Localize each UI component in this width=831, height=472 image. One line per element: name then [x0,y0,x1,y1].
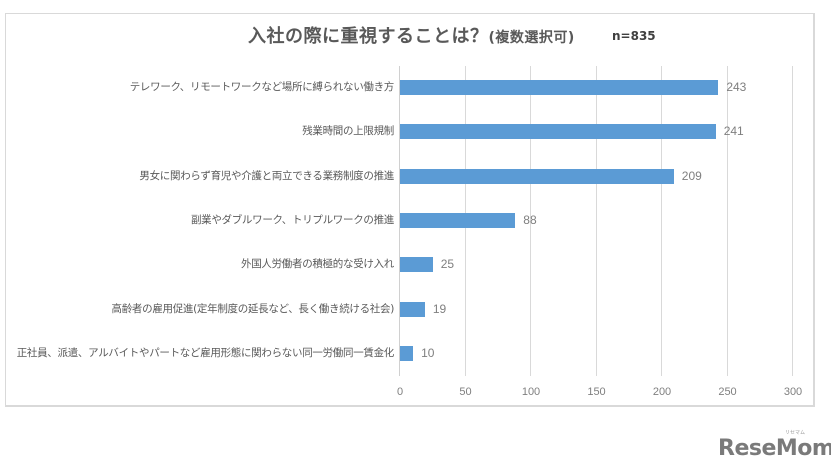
chart-frame [5,13,815,407]
value-label: 241 [723,124,744,139]
value-label: 88 [523,212,537,227]
category-label: 外国人労働者の積極的な受け入れ [241,258,394,271]
category-label: 副業やダブルワーク、トリプルワークの推進 [190,213,394,226]
x-tick-label: 200 [652,386,672,398]
value-label: 209 [681,168,702,183]
category-label: 男女に関わらず育児や介護と両立できる業務制度の推進 [139,169,394,182]
value-label: 19 [432,301,447,316]
value-label: 243 [726,80,747,94]
x-tick-label: 300 [783,386,803,398]
chart-title-main: 入社の際に重視することは？ [248,26,489,47]
category-label: 残業時間の上限規制 [302,125,394,138]
gridline [792,66,793,376]
category-label: 正社員、派遣、アルバイトやパートなど雇用形態に関わらない同一労働同一賃金化 [16,346,395,359]
value-label: 10 [421,345,435,360]
gridline [530,66,531,376]
bar [400,124,716,140]
bar [400,257,433,273]
x-tick-label: 50 [459,386,472,398]
gridline [661,66,662,376]
x-tick-label: 250 [718,386,737,398]
bar [400,345,414,361]
category-label: 高齢者の雇用促進(定年制度の延長など、長く働き続ける社会) [111,302,395,315]
gridline [595,66,597,376]
sample-size-label: n=835 [612,29,656,43]
chart-subtitle: (複数選択可) [488,30,575,46]
resemom-logo: ReseMom [718,436,831,461]
bar-row: 副業やダブルワーク、トリプルワークの推進 88 [0,212,831,228]
bar [400,212,516,228]
bar [400,301,425,317]
value-label: 25 [440,257,455,272]
gridline [399,66,400,376]
chart-title: 入社の際に重視することは？(複数選択可) [248,22,575,48]
bar-row: 正社員、派遣、アルバイトやパートなど雇用形態に関わらない同一労働同一賃金化 10 [0,345,831,361]
bar [400,168,674,184]
bar-row: 男女に関わらず育児や介護と両立できる業務制度の推進 209 [0,168,831,184]
x-tick-label: 0 [396,386,404,398]
bar-row: 高齢者の雇用促進(定年制度の延長など、長く働き続ける社会) 19 [0,301,831,317]
gridline [726,66,728,376]
resemom-logo-ruby: リセマム [785,430,806,436]
bar-row: 残業時間の上限規制 241 [0,124,831,140]
bar [400,80,719,95]
x-tick-label: 100 [521,386,541,398]
bar-row: テレワーク、リモートワークなど場所に縛られない働き方 243 [0,80,831,95]
x-tick-label: 150 [587,386,606,398]
bar-row: 外国人労働者の積極的な受け入れ 25 [0,257,831,273]
category-label: テレワーク、リモートワークなど場所に縛られない働き方 [129,81,395,93]
